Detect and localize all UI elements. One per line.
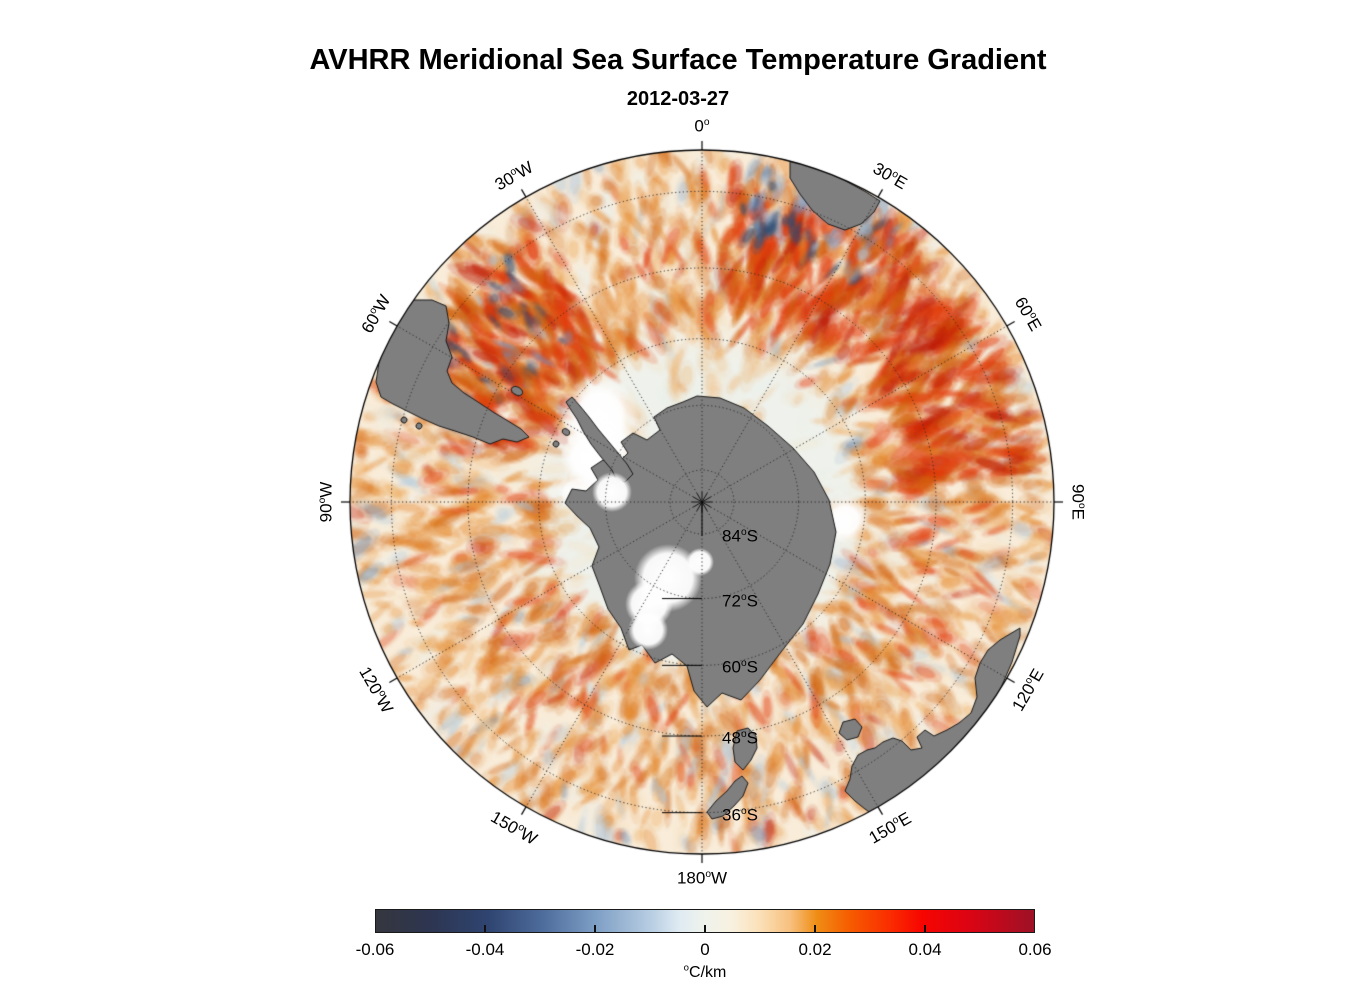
parallel-label-60S: 60oS (722, 657, 758, 677)
colorbar-tick (594, 925, 596, 932)
colorbar-tick-label: 0.02 (798, 940, 832, 959)
parallel-label-36S: 36oS (722, 805, 758, 825)
meridian-label-180W: 180oW (676, 868, 728, 888)
colorbar-tick (924, 925, 926, 932)
colorbar-tick-label: 0 (700, 940, 710, 959)
colorbar-tick-label: 0.06 (1018, 940, 1052, 959)
colorbar-tick-label: -0.06 (355, 940, 395, 959)
colorbar-tick-label: 0.04 (908, 940, 942, 959)
colorbar-tick (814, 925, 816, 932)
colorbar-tick-label: -0.02 (575, 940, 615, 959)
parallel-label-72S: 72oS (722, 591, 758, 611)
parallel-label-84S: 84oS (722, 526, 758, 546)
colorbar: oC/km -0.06 -0.04 -0.02 0 0.02 0.04 0.06 (356, 909, 1052, 981)
colorbar-tick (704, 925, 706, 932)
meridian-label-0: 0o (694, 116, 710, 136)
colorbar-unit-label: oC/km (683, 962, 727, 981)
meridian-label-90W: 90oW (316, 481, 336, 523)
colorbar-tick (484, 925, 486, 932)
parallel-label-48S: 48oS (722, 728, 758, 748)
meridian-label-90E: 90oE (1068, 484, 1088, 520)
colorbar-tick-label: -0.04 (465, 940, 505, 959)
